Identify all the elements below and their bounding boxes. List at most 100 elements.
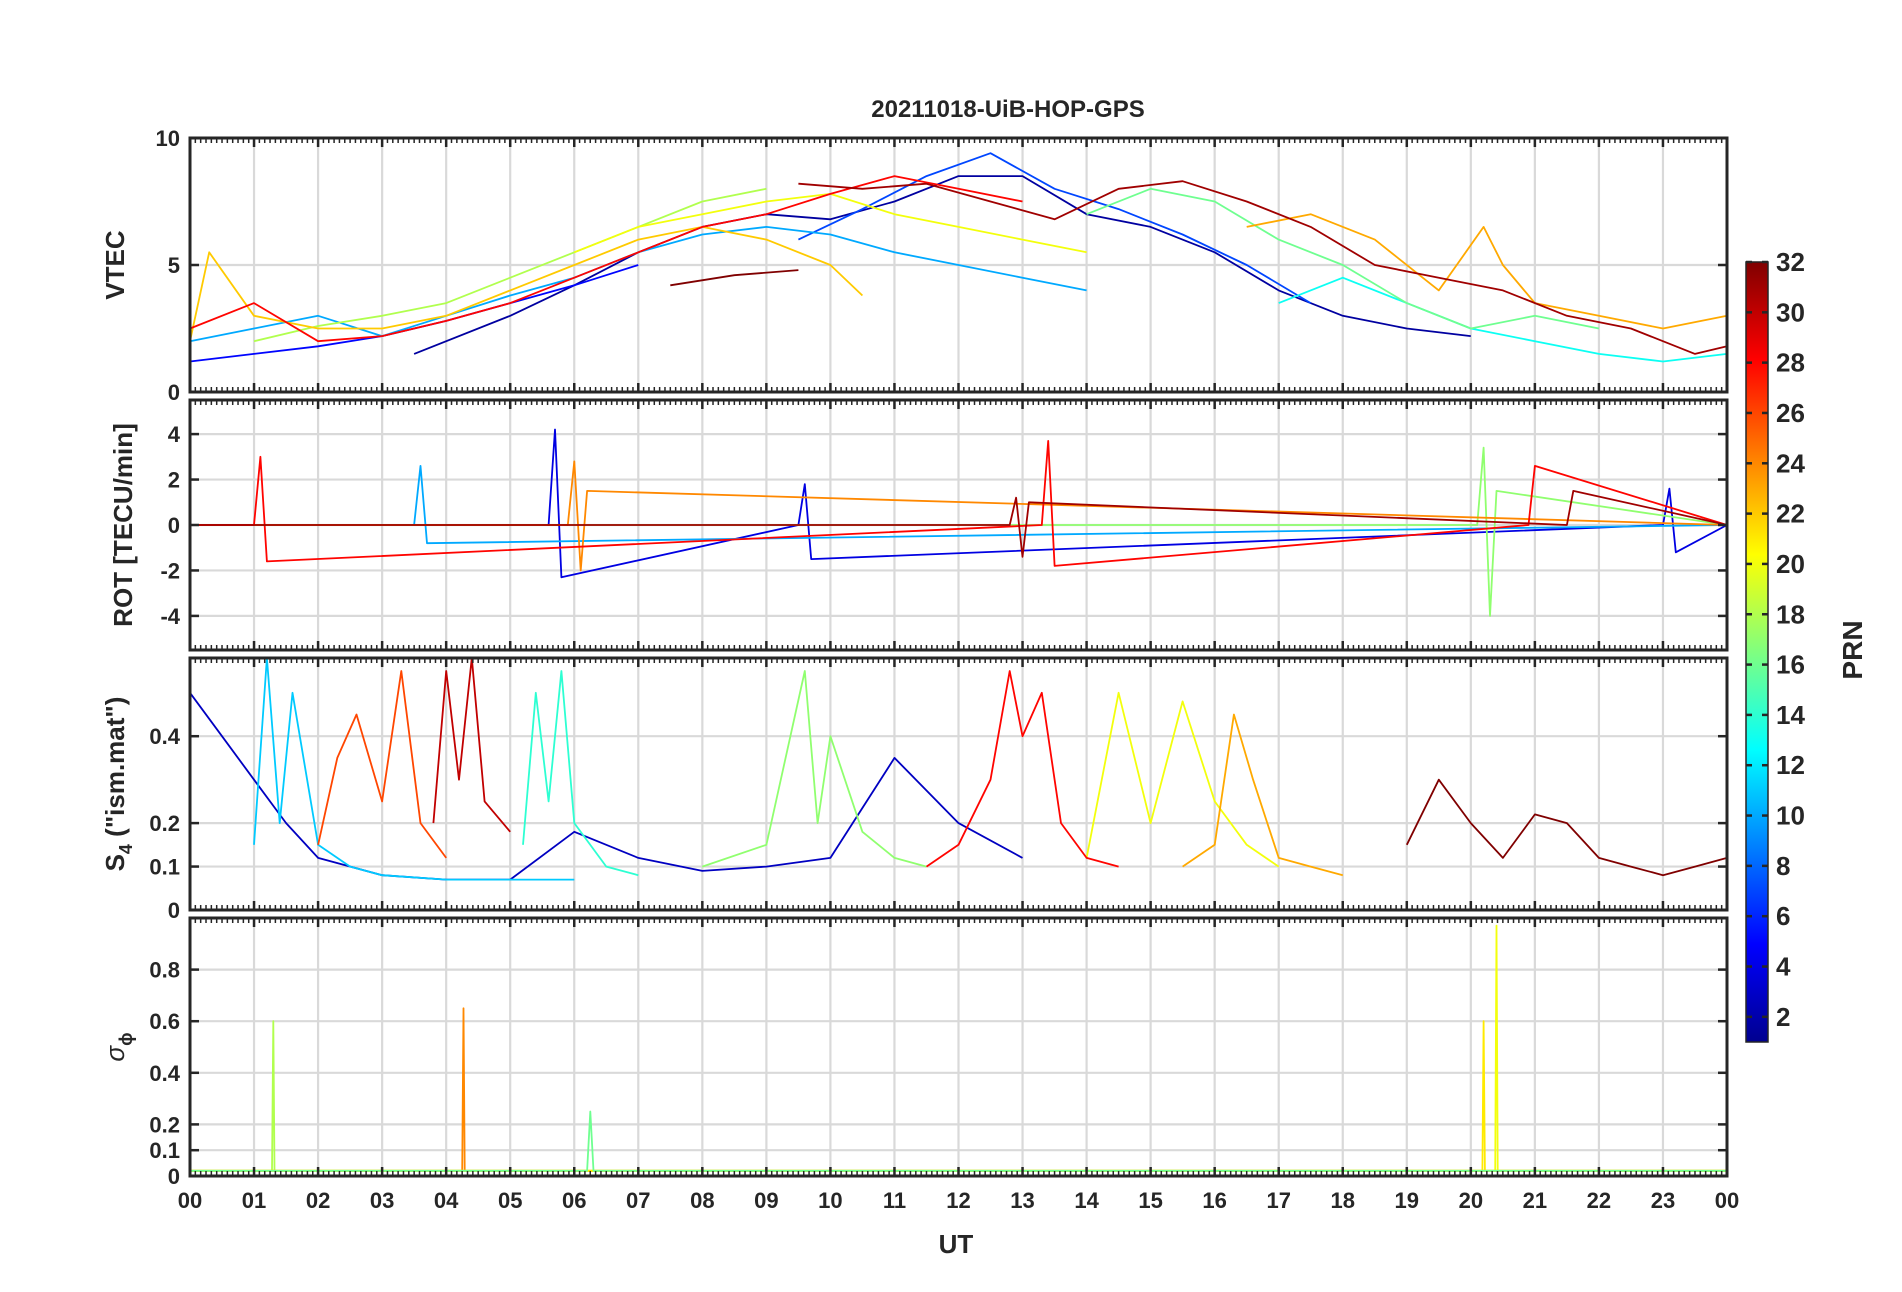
trace-prn-17 bbox=[190, 446, 1728, 617]
colorbar-tick-label: 30 bbox=[1776, 297, 1805, 327]
x-tick-label: 12 bbox=[946, 1188, 970, 1213]
colorbar-tick-label: 20 bbox=[1776, 549, 1805, 579]
panel-sigma_phi: 00.10.2 0.4 0.6 0.8 σϕ bbox=[100, 916, 1729, 1189]
x-tick-label: 02 bbox=[306, 1188, 330, 1213]
y-tick-label: -4 bbox=[160, 604, 180, 629]
x-tick-label: 14 bbox=[1074, 1188, 1099, 1213]
x-tick-label: 00 bbox=[1715, 1188, 1739, 1213]
y-tick-label: 0.6 bbox=[149, 1009, 180, 1034]
x-tick-label: 06 bbox=[562, 1188, 586, 1213]
colorbar-tick-label: 8 bbox=[1776, 851, 1790, 881]
trace-prn-32 bbox=[670, 269, 799, 287]
y-tick-label: 5 bbox=[168, 253, 180, 278]
x-tick-label: 07 bbox=[626, 1188, 650, 1213]
x-tick-labels: 00 01 02 03 04 05 06 07 08 09 10 11 12 13 14 15 16 17 18 19… bbox=[178, 1188, 1739, 1213]
panel-rot: -4 -2 0 2 4 ROT [TECU/min] bbox=[108, 398, 1729, 652]
colorbar-label: PRN bbox=[1837, 620, 1868, 679]
colorbar-tick-label: 18 bbox=[1776, 599, 1805, 629]
panel-vtec: 0 5 10 VTEC bbox=[100, 126, 1729, 405]
trace-prn-11 bbox=[253, 657, 575, 881]
y-tick-label: 0 bbox=[168, 513, 180, 538]
colorbar-tick-label: 26 bbox=[1776, 398, 1805, 428]
x-tick-label: 04 bbox=[434, 1188, 459, 1213]
trace-prn-16 bbox=[190, 1110, 1727, 1172]
chart-title: 20211018-UiB-HOP-GPS bbox=[871, 96, 1144, 123]
colorbar-tick-label: 6 bbox=[1776, 901, 1790, 931]
x-tick-label: 22 bbox=[1587, 1188, 1611, 1213]
trace-prn-18 bbox=[253, 187, 767, 343]
trace-prn-28 bbox=[190, 439, 1728, 567]
x-tick-label: 20 bbox=[1459, 1188, 1483, 1213]
y-tick-label: -2 bbox=[160, 558, 180, 583]
colorbar-tick-label: 24 bbox=[1776, 448, 1805, 478]
x-tick-label: 08 bbox=[690, 1188, 714, 1213]
trace-prn-14 bbox=[522, 670, 639, 877]
colorbar-tick-label: 2 bbox=[1776, 1002, 1790, 1032]
y-tick-label: 0.1 bbox=[149, 1138, 180, 1163]
trace-prn-22 bbox=[189, 225, 864, 342]
y-axis-label-vtec: VTEC bbox=[100, 230, 130, 300]
y-tick-label: 0 bbox=[168, 898, 180, 923]
trace-prn-13 bbox=[1278, 276, 1728, 363]
y-axis-label-main: S bbox=[100, 854, 130, 871]
colorbar-tick-label: 4 bbox=[1776, 952, 1791, 982]
colorbar-gradient bbox=[1745, 261, 1769, 1043]
y-axis-label-main: σ bbox=[100, 1045, 130, 1062]
y-axis-label-rot: ROT [TECU/min] bbox=[108, 423, 138, 627]
x-tick-label: 11 bbox=[883, 1188, 906, 1213]
x-tick-label: 17 bbox=[1266, 1188, 1290, 1213]
y-tick-label: 0 bbox=[168, 1164, 180, 1189]
axes-frame bbox=[188, 656, 1729, 912]
axes-frame bbox=[188, 136, 1729, 394]
axes-frame bbox=[188, 916, 1729, 1178]
trace-prn-23 bbox=[1246, 213, 1728, 330]
colorbar-tick-label: 28 bbox=[1776, 348, 1805, 378]
y-tick-label: 0.4 bbox=[149, 724, 180, 749]
trace-prn-23 bbox=[1182, 713, 1344, 877]
colorbar-tick-label: 16 bbox=[1776, 650, 1805, 680]
trace-prn-4 bbox=[190, 428, 1728, 579]
y-tick-label: 2 bbox=[168, 468, 180, 493]
trace-prn-26 bbox=[317, 670, 447, 859]
x-tick-label: 13 bbox=[1010, 1188, 1034, 1213]
x-tick-label: 00 bbox=[178, 1188, 202, 1213]
trace-prn-31 bbox=[190, 489, 1728, 558]
trace-prn-32 bbox=[1405, 778, 1728, 877]
y-tick-label: 0.2 bbox=[149, 1112, 180, 1137]
x-tick-label: 23 bbox=[1651, 1188, 1675, 1213]
trace-prn-20 bbox=[1085, 691, 1280, 868]
y-axis-label-sub: ϕ bbox=[116, 1032, 136, 1046]
trace-prn-30 bbox=[432, 657, 511, 833]
trace-prn-2 bbox=[413, 175, 1471, 355]
y-tick-label: 0.1 bbox=[149, 855, 180, 880]
x-tick-label: 09 bbox=[754, 1188, 778, 1213]
x-tick-label: 05 bbox=[498, 1188, 522, 1213]
trace-prn-3 bbox=[189, 692, 1023, 881]
trace-prn-31 bbox=[798, 180, 1728, 355]
x-tick-label: 16 bbox=[1202, 1188, 1226, 1213]
axes-frame bbox=[188, 398, 1729, 652]
y-tick-label: 0.8 bbox=[149, 958, 180, 983]
y-tick-label: 0.2 bbox=[149, 811, 180, 836]
y-tick-label: 0 bbox=[168, 380, 180, 405]
colorbar-tick-label: 32 bbox=[1776, 247, 1805, 277]
y-tick-label: 10 bbox=[156, 126, 180, 151]
trace-prn-17 bbox=[702, 670, 927, 868]
colorbar-tick-label: 12 bbox=[1776, 750, 1805, 780]
x-tick-label: 18 bbox=[1331, 1188, 1355, 1213]
y-tick-label: 0.4 bbox=[149, 1061, 180, 1086]
x-tick-label: 19 bbox=[1395, 1188, 1419, 1213]
y-axis-label-s4: S4 ("ism.mat") bbox=[100, 697, 136, 872]
x-tick-label: 01 bbox=[242, 1188, 266, 1213]
y-axis-label-rest: ("ism.mat") bbox=[100, 697, 130, 844]
x-tick-label: 21 bbox=[1523, 1188, 1547, 1213]
x-tick-label: 10 bbox=[818, 1188, 842, 1213]
y-tick-label: 4 bbox=[168, 422, 181, 447]
trace-prn-16 bbox=[1086, 187, 1600, 330]
trace-prn-28 bbox=[925, 670, 1119, 868]
trace-prn-28 bbox=[189, 175, 1023, 343]
x-tick-label: 15 bbox=[1138, 1188, 1162, 1213]
colorbar-tick-label: 14 bbox=[1776, 700, 1805, 730]
